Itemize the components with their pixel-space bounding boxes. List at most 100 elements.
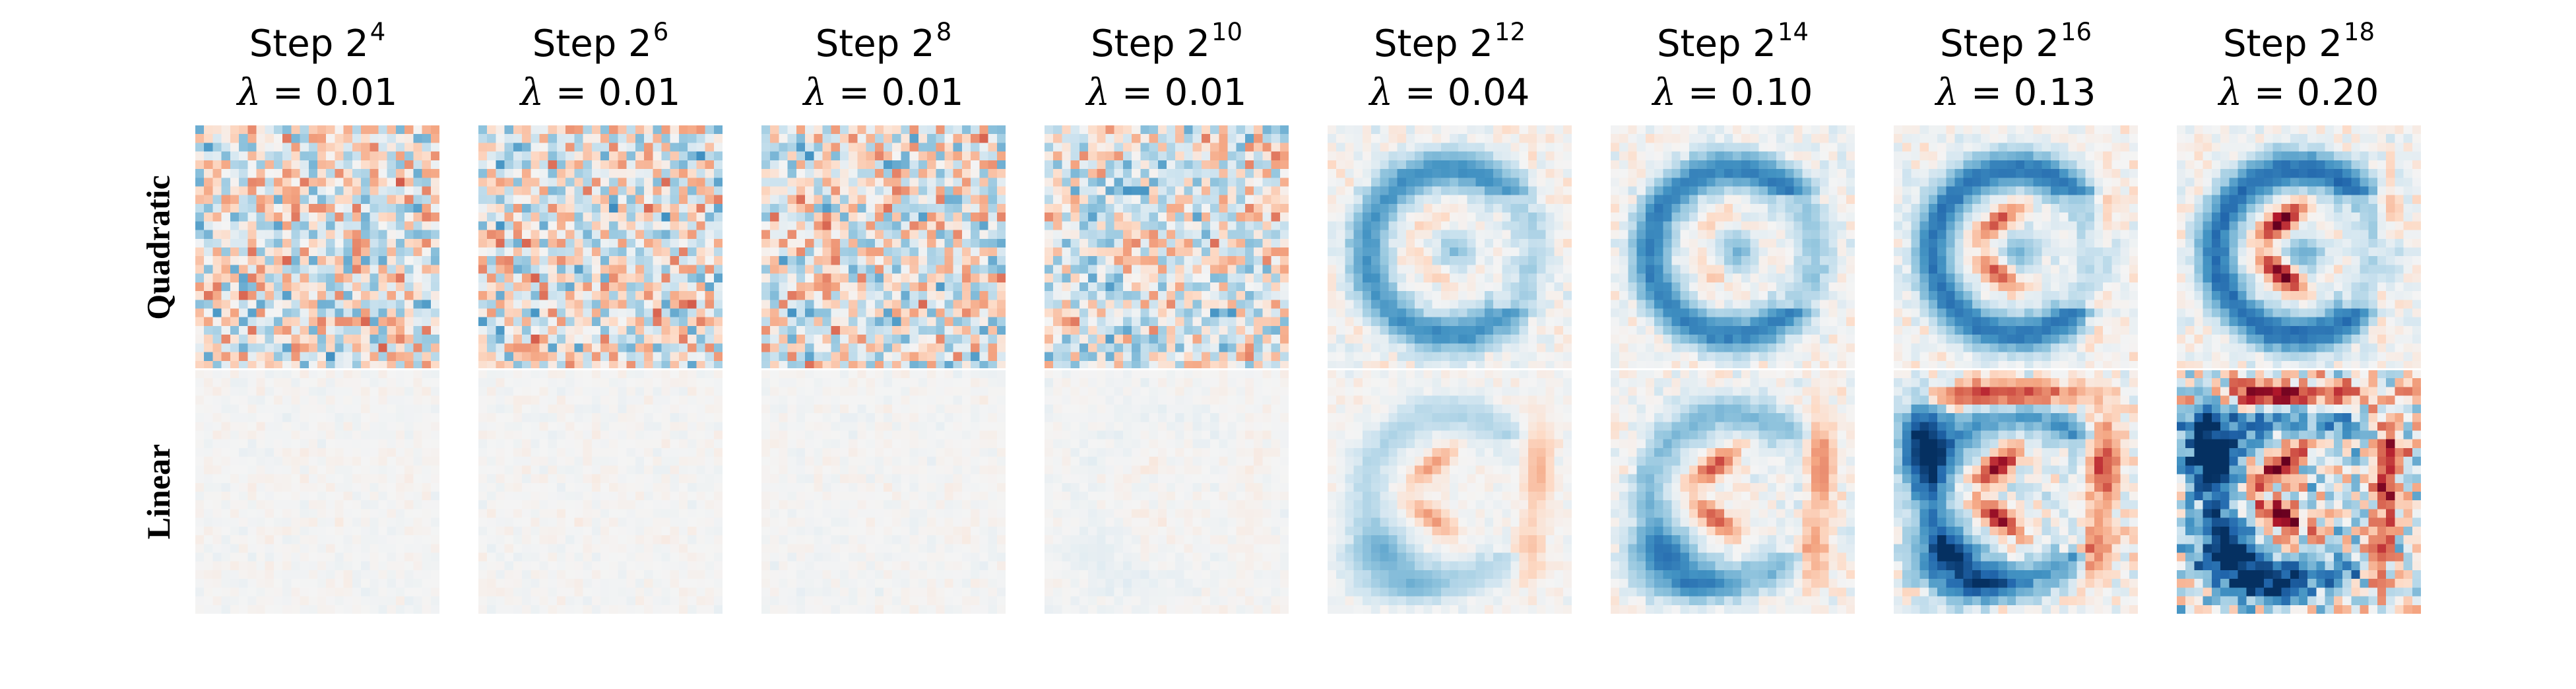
heatmap-cell [1689,300,1698,309]
heatmap-cell [343,203,353,213]
heatmap-cell [583,125,593,135]
heatmap-cell [1811,221,1820,230]
heatmap-cell [1279,169,1289,178]
heatmap-cell [979,300,988,309]
heatmap-cell [1353,195,1363,205]
heatmap-cell [531,238,540,248]
heatmap-cell [1440,230,1450,240]
heatmap-cell [404,203,414,213]
heatmap-cell [1397,291,1407,300]
heatmap-cell [644,325,653,335]
heatmap-cell [1219,134,1228,143]
heatmap-cell [1244,134,1254,143]
heatmap-cell [1554,360,1564,370]
heatmap-cell [247,221,257,230]
heatmap-cell [1053,143,1062,152]
heatmap-cell [378,134,388,143]
heatmap-cell [230,221,240,230]
heatmap-cell [565,213,575,222]
heatmap-cell [1937,178,1947,187]
heatmap-cell [1328,308,1337,318]
heatmap-cell [678,256,688,265]
heatmap-cell [1140,317,1149,327]
heatmap-cell [866,195,876,205]
heatmap-cell [1219,256,1228,265]
heatmap-cell [370,352,379,362]
heatmap-cell [1353,134,1363,143]
heatmap-cell [1088,213,1097,222]
heatmap-cell [1758,125,1768,135]
heatmap-cell [1423,178,1433,187]
heatmap-cell [1545,238,1555,248]
heatmap-cell [352,317,362,327]
heatmap-cell [1519,169,1529,178]
heatmap-cell [221,125,231,135]
heatmap-cell [1972,169,1981,178]
heatmap-cell [944,125,954,135]
heatmap-cell [413,247,422,257]
heatmap-cell [661,291,671,300]
heatmap-cell [1450,343,1459,352]
heatmap-cell [1537,352,1546,362]
heatmap-cell [583,308,593,318]
heatmap-cell [343,178,353,187]
heatmap-cell [291,221,300,230]
heatmap-cell [1415,151,1424,161]
heatmap-cell [1767,186,1777,196]
heatmap-cell [404,265,414,275]
heatmap-cell [1371,230,1380,240]
heatmap-cell [796,125,806,135]
heatmap-cell [1989,134,1999,143]
heatmap-cell [1758,213,1768,222]
heatmap-cell [1741,335,1751,344]
heatmap-cell [1654,256,1663,265]
heatmap-cell [1811,335,1820,344]
heatmap-cell [787,317,797,327]
heatmap-cell [1628,265,1638,275]
heatmap-cell [1793,169,1803,178]
heatmap-cell [1545,143,1555,152]
heatmap-cell [1432,360,1442,370]
heatmap-cell [1911,195,1921,205]
heatmap-cell [2120,169,2130,178]
heatmap-cell [1450,169,1459,178]
heatmap-cell [300,325,309,335]
heatmap-cell [1837,352,1847,362]
heatmap-cell [1706,300,1716,309]
heatmap-cell [1510,160,1520,170]
heatmap-cell [814,125,823,135]
heatmap-cell [770,169,779,178]
heatmap-cell [1628,213,1638,222]
heatmap-cell [335,230,344,240]
heatmap-cell [1458,151,1467,161]
heatmap-cell [2042,160,2051,170]
heatmap-cell [661,308,671,318]
heatmap-cell [1493,143,1502,152]
heatmap-cell [1279,160,1289,170]
heatmap-cell [1070,213,1080,222]
heatmap-cell [653,360,662,370]
heatmap-cell [370,238,379,248]
heatmap-cell [212,325,222,335]
heatmap-cell [2050,151,2060,161]
heatmap-cell [918,247,928,257]
heatmap-cell [936,343,945,352]
heatmap-cell [1405,221,1415,230]
heatmap-cell [531,308,540,318]
heatmap-cell [583,265,593,275]
heatmap-cell [1244,352,1254,362]
heatmap-cell [1528,247,1537,257]
heatmap-cell [370,282,379,292]
heatmap-cell [1415,360,1424,370]
heatmap-cell [478,125,488,135]
heatmap-cell [979,134,988,143]
heatmap-cell [556,308,566,318]
heatmap-cell [635,151,645,161]
heatmap-cell [1405,213,1415,222]
heatmap-cell [1271,213,1281,222]
heatmap-cell [395,300,405,309]
heatmap-cell [2059,160,2069,170]
heatmap-cell [1528,230,1537,240]
heatmap-cell [2016,195,2025,205]
heatmap-cell [761,203,771,213]
